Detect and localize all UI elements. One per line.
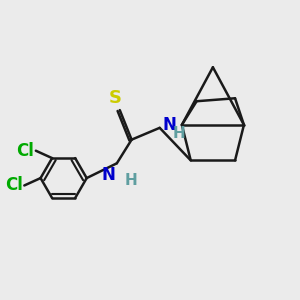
Text: Cl: Cl — [16, 142, 34, 160]
Text: H: H — [173, 126, 186, 141]
Text: Cl: Cl — [5, 176, 23, 194]
Text: N: N — [163, 116, 176, 134]
Text: N: N — [101, 166, 116, 184]
Text: H: H — [124, 173, 137, 188]
Text: S: S — [109, 88, 122, 106]
